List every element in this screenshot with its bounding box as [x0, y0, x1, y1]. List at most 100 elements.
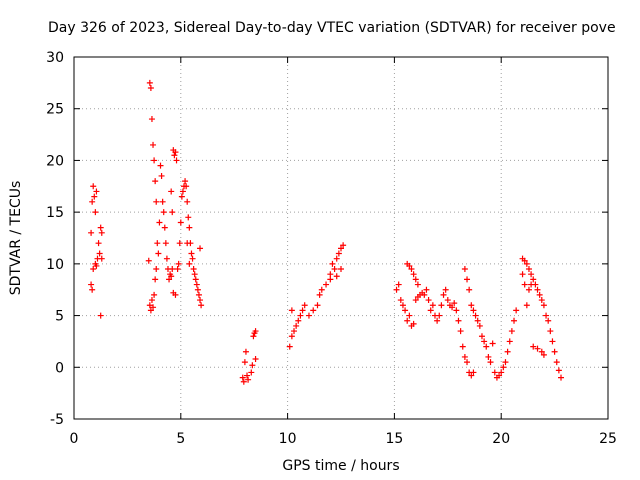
x-tick-label: 10 — [279, 431, 297, 447]
data-point-plus-marker — [318, 286, 325, 293]
data-point-plus-marker — [146, 302, 153, 309]
data-point-plus-marker — [191, 271, 198, 278]
data-point-plus-marker — [145, 257, 152, 264]
data-point-plus-marker — [172, 149, 179, 156]
data-point-plus-marker — [421, 291, 428, 298]
data-point-plus-marker — [331, 266, 338, 273]
data-point-plus-marker — [252, 356, 259, 363]
data-point-plus-marker — [240, 378, 247, 385]
data-point-plus-marker — [481, 338, 488, 345]
data-point-plus-marker — [440, 291, 447, 298]
data-point-plus-marker — [169, 209, 176, 216]
data-point-plus-marker — [161, 224, 168, 231]
data-point-plus-marker — [393, 286, 400, 293]
data-point-plus-marker — [98, 229, 105, 236]
x-tick-label: 0 — [70, 431, 79, 447]
data-point-plus-marker — [412, 276, 419, 283]
data-point-plus-marker — [536, 291, 543, 298]
data-point-plus-marker — [148, 116, 155, 123]
data-point-plus-marker — [198, 302, 205, 309]
data-point-plus-marker — [395, 281, 402, 288]
data-point-plus-marker — [340, 242, 347, 249]
data-point-plus-marker — [179, 188, 186, 195]
data-point-plus-marker — [476, 322, 483, 329]
data-point-plus-marker — [250, 333, 257, 340]
data-point-plus-marker — [329, 260, 336, 267]
data-point-plus-marker — [485, 353, 492, 360]
data-point-plus-marker — [464, 359, 471, 366]
data-point-plus-marker — [239, 374, 246, 381]
data-point-plus-marker — [146, 79, 153, 86]
data-point-plus-marker — [252, 328, 259, 335]
data-point-plus-marker — [248, 369, 255, 376]
data-point-plus-marker — [197, 245, 204, 252]
data-point-plus-marker — [151, 291, 158, 298]
data-point-plus-marker — [93, 262, 100, 269]
data-points — [88, 79, 565, 385]
data-point-plus-marker — [286, 343, 293, 350]
data-point-plus-marker — [464, 276, 471, 283]
data-point-plus-marker — [151, 157, 158, 164]
data-point-plus-marker — [434, 317, 441, 324]
data-point-plus-marker — [461, 266, 468, 273]
data-point-plus-marker — [166, 276, 173, 283]
data-point-plus-marker — [157, 162, 164, 169]
data-point-plus-marker — [96, 250, 103, 257]
data-point-plus-marker — [91, 193, 98, 200]
data-point-plus-marker — [291, 328, 298, 335]
data-point-plus-marker — [244, 372, 251, 379]
y-tick-label: -5 — [50, 412, 64, 428]
data-point-plus-marker — [427, 307, 434, 314]
data-point-plus-marker — [90, 266, 97, 273]
data-point-plus-marker — [530, 343, 537, 350]
data-point-plus-marker — [327, 276, 334, 283]
data-point-plus-marker — [538, 348, 545, 355]
chart-title: Day 326 of 2023, Sidereal Day-to-day VTE… — [48, 20, 616, 36]
data-point-plus-marker — [338, 266, 344, 273]
data-point-plus-marker — [185, 214, 192, 221]
data-point-plus-marker — [534, 286, 541, 293]
y-axis-label: SDTVAR / TECUs — [8, 181, 24, 296]
data-point-plus-marker — [525, 286, 532, 293]
data-point-plus-marker — [523, 302, 530, 309]
data-point-plus-marker — [155, 250, 162, 257]
data-point-plus-marker — [160, 209, 167, 216]
data-point-plus-marker — [489, 340, 496, 347]
data-point-plus-marker — [288, 333, 295, 340]
data-point-plus-marker — [88, 229, 95, 236]
data-point-plus-marker — [172, 291, 179, 298]
data-point-plus-marker — [502, 359, 509, 366]
data-point-plus-marker — [189, 255, 196, 262]
data-point-plus-marker — [168, 273, 175, 280]
data-point-plus-marker — [423, 286, 430, 293]
data-point-plus-marker — [459, 343, 466, 350]
data-point-plus-marker — [93, 188, 100, 195]
data-point-plus-marker — [451, 300, 458, 307]
data-point-plus-marker — [92, 209, 99, 216]
y-tick-label: 0 — [55, 360, 64, 376]
data-point-plus-marker — [288, 307, 295, 314]
data-point-plus-marker — [455, 317, 462, 324]
data-point-plus-marker — [429, 302, 436, 309]
data-point-plus-marker — [528, 281, 535, 288]
data-point-plus-marker — [504, 348, 511, 355]
data-point-plus-marker — [150, 141, 157, 148]
data-point-plus-marker — [333, 255, 340, 262]
data-point-plus-marker — [97, 224, 104, 231]
data-point-plus-marker — [186, 224, 193, 231]
data-point-plus-marker — [412, 297, 419, 304]
data-point-plus-marker — [159, 198, 166, 205]
x-tick-label: 25 — [599, 431, 617, 447]
data-point-plus-marker — [444, 297, 451, 304]
data-point-plus-marker — [176, 240, 183, 247]
data-point-plus-marker — [193, 281, 200, 288]
data-point-plus-marker — [295, 317, 302, 324]
data-point-plus-marker — [453, 307, 460, 314]
data-point-plus-marker — [305, 312, 312, 319]
data-point-plus-marker — [549, 338, 556, 345]
data-point-plus-marker — [249, 362, 256, 369]
data-point-plus-marker — [245, 376, 252, 383]
data-point-plus-marker — [89, 198, 96, 205]
data-point-plus-marker — [406, 262, 413, 269]
